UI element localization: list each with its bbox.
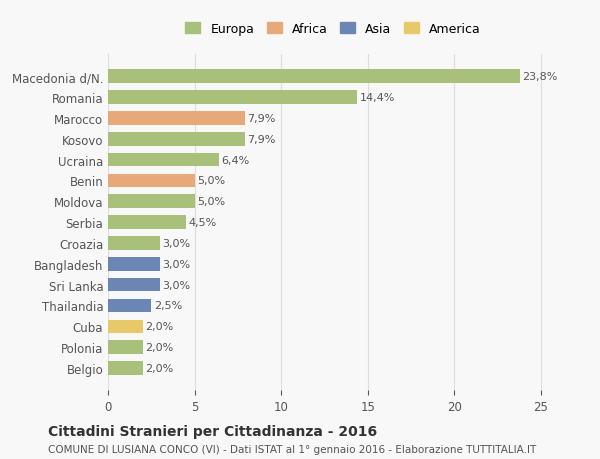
- Bar: [108, 70, 520, 84]
- Text: 5,0%: 5,0%: [197, 197, 225, 207]
- Text: 23,8%: 23,8%: [523, 72, 558, 82]
- Bar: [108, 299, 151, 313]
- Text: 2,0%: 2,0%: [145, 363, 173, 373]
- Bar: [108, 257, 160, 271]
- Bar: [108, 91, 357, 105]
- Text: Cittadini Stranieri per Cittadinanza - 2016: Cittadini Stranieri per Cittadinanza - 2…: [48, 425, 377, 438]
- Legend: Europa, Africa, Asia, America: Europa, Africa, Asia, America: [181, 18, 485, 41]
- Text: 3,0%: 3,0%: [163, 238, 191, 248]
- Bar: [108, 361, 143, 375]
- Text: 3,0%: 3,0%: [163, 280, 191, 290]
- Text: 7,9%: 7,9%: [247, 114, 276, 123]
- Bar: [108, 216, 186, 230]
- Text: COMUNE DI LUSIANA CONCO (VI) - Dati ISTAT al 1° gennaio 2016 - Elaborazione TUTT: COMUNE DI LUSIANA CONCO (VI) - Dati ISTA…: [48, 444, 536, 454]
- Bar: [108, 341, 143, 354]
- Text: 7,9%: 7,9%: [247, 134, 276, 145]
- Bar: [108, 320, 143, 333]
- Bar: [108, 237, 160, 250]
- Text: 6,4%: 6,4%: [221, 155, 250, 165]
- Bar: [108, 195, 194, 208]
- Text: 3,0%: 3,0%: [163, 259, 191, 269]
- Bar: [108, 153, 219, 167]
- Bar: [108, 174, 194, 188]
- Text: 2,0%: 2,0%: [145, 322, 173, 331]
- Text: 4,5%: 4,5%: [188, 218, 217, 228]
- Text: 14,4%: 14,4%: [360, 93, 395, 103]
- Bar: [108, 112, 245, 125]
- Bar: [108, 133, 245, 146]
- Text: 2,5%: 2,5%: [154, 301, 182, 311]
- Text: 2,0%: 2,0%: [145, 342, 173, 353]
- Bar: [108, 278, 160, 292]
- Text: 5,0%: 5,0%: [197, 176, 225, 186]
